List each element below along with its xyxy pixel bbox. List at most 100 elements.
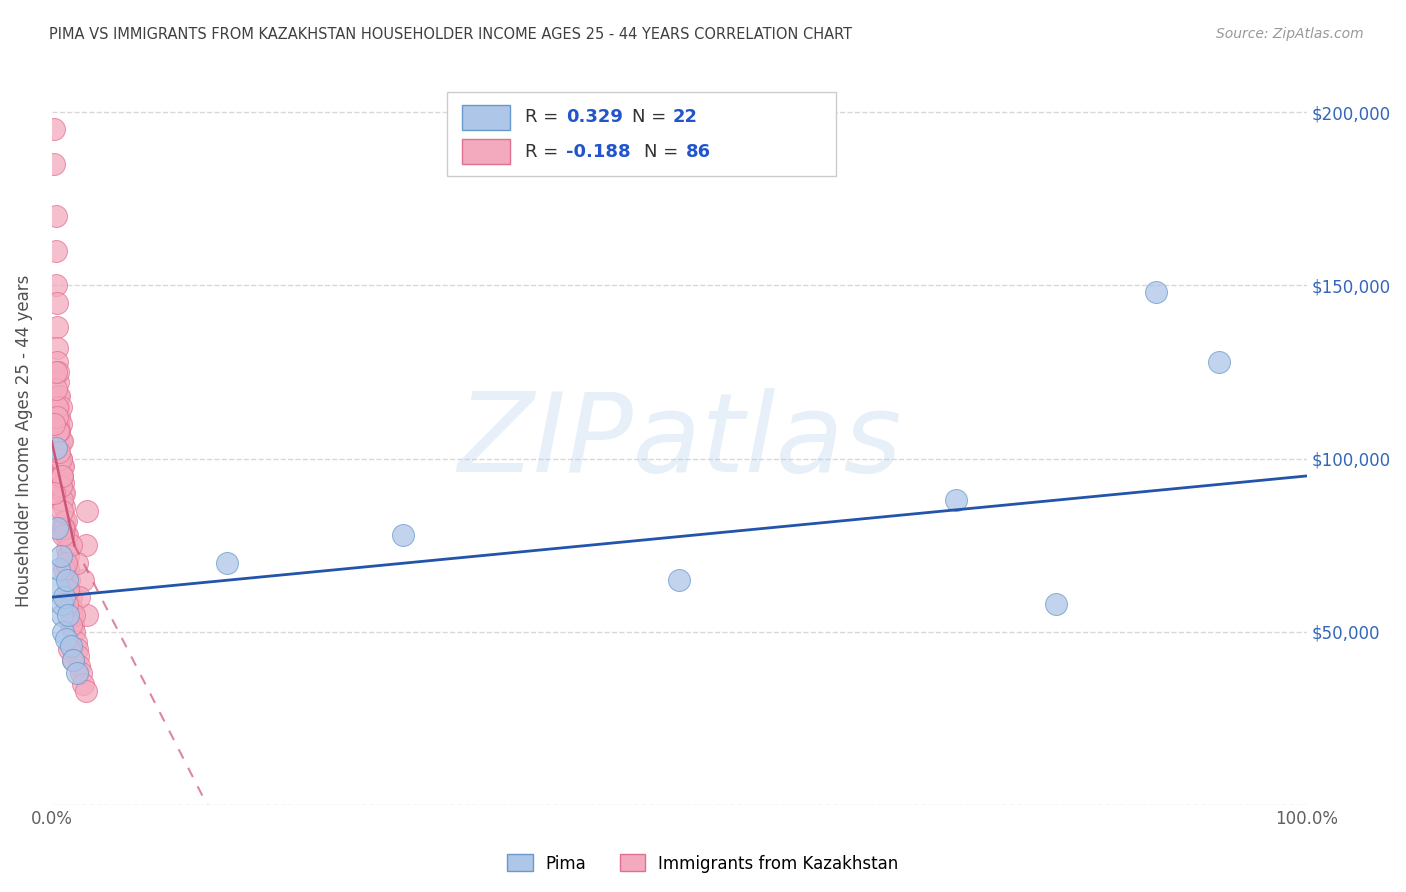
Point <box>49 434 72 449</box>
Bar <box>463 104 510 130</box>
Point <box>46 580 69 594</box>
Point <box>49 549 72 563</box>
Text: N =: N = <box>644 143 685 161</box>
Point <box>59 639 82 653</box>
Point <box>45 319 67 334</box>
Point <box>62 618 84 632</box>
Point <box>58 573 80 587</box>
Point <box>46 376 69 390</box>
Point <box>51 469 73 483</box>
Point <box>48 424 70 438</box>
Point <box>48 444 70 458</box>
Point <box>56 583 79 598</box>
Point <box>55 528 77 542</box>
Point <box>60 607 83 622</box>
Point <box>44 209 66 223</box>
Text: -0.188: -0.188 <box>567 143 631 161</box>
Point <box>52 486 75 500</box>
Point <box>56 597 79 611</box>
Point <box>59 600 82 615</box>
Point <box>52 528 75 542</box>
Point <box>66 556 89 570</box>
Point <box>55 514 77 528</box>
Point <box>392 528 415 542</box>
Point <box>58 642 80 657</box>
Point <box>44 441 66 455</box>
Point <box>49 400 72 414</box>
Text: N =: N = <box>631 109 672 127</box>
Point <box>1045 597 1067 611</box>
Point <box>53 486 76 500</box>
Text: Source: ZipAtlas.com: Source: ZipAtlas.com <box>1216 27 1364 41</box>
Point <box>668 573 690 587</box>
Point <box>56 541 79 556</box>
Point <box>44 157 66 171</box>
Point <box>67 649 90 664</box>
Point <box>46 424 69 438</box>
Point <box>49 451 72 466</box>
Point <box>1144 285 1167 300</box>
Point <box>51 493 73 508</box>
Point <box>44 417 66 431</box>
Point <box>72 573 94 587</box>
Point <box>46 389 69 403</box>
Point <box>66 666 89 681</box>
Point <box>72 677 94 691</box>
Point <box>48 451 70 466</box>
Legend: Pima, Immigrants from Kazakhstan: Pima, Immigrants from Kazakhstan <box>501 847 905 880</box>
Point <box>45 400 67 414</box>
Point <box>65 635 87 649</box>
Point <box>46 417 69 431</box>
Point <box>58 583 80 598</box>
Point <box>51 607 73 622</box>
Point <box>52 475 75 490</box>
Point <box>49 469 72 483</box>
Point <box>45 354 67 368</box>
Text: PIMA VS IMMIGRANTS FROM KAZAKHSTAN HOUSEHOLDER INCOME AGES 25 - 44 YEARS CORRELA: PIMA VS IMMIGRANTS FROM KAZAKHSTAN HOUSE… <box>49 27 852 42</box>
Point <box>44 244 66 258</box>
Point <box>51 597 73 611</box>
Point <box>56 528 79 542</box>
Point <box>62 652 84 666</box>
Point <box>62 652 84 666</box>
Point <box>48 424 70 438</box>
Point <box>1208 354 1230 368</box>
Point <box>45 341 67 355</box>
Point <box>76 503 98 517</box>
Point <box>945 493 967 508</box>
Point <box>75 538 97 552</box>
Point <box>56 549 79 563</box>
Point <box>69 666 91 681</box>
Text: 86: 86 <box>686 143 711 161</box>
Point <box>44 365 66 379</box>
Point <box>56 556 79 570</box>
Point <box>76 607 98 622</box>
Point <box>51 458 73 473</box>
Point <box>48 389 70 403</box>
Point <box>48 562 70 576</box>
Bar <box>463 139 510 164</box>
Point <box>52 624 75 639</box>
Point <box>53 500 76 514</box>
Point <box>53 514 76 528</box>
Point <box>75 683 97 698</box>
Point <box>63 607 86 622</box>
Point <box>44 278 66 293</box>
Point <box>66 642 89 657</box>
Point <box>44 122 66 136</box>
Point <box>44 382 66 396</box>
Point <box>63 624 86 639</box>
Point <box>49 451 72 466</box>
Point <box>56 562 79 576</box>
Point <box>55 632 77 646</box>
Point <box>59 590 82 604</box>
Point <box>49 479 72 493</box>
Point <box>46 400 69 414</box>
Point <box>51 503 73 517</box>
Point <box>45 295 67 310</box>
Point <box>48 409 70 424</box>
Text: R =: R = <box>524 109 564 127</box>
Text: R =: R = <box>524 143 564 161</box>
Point <box>48 438 70 452</box>
Point <box>49 417 72 431</box>
